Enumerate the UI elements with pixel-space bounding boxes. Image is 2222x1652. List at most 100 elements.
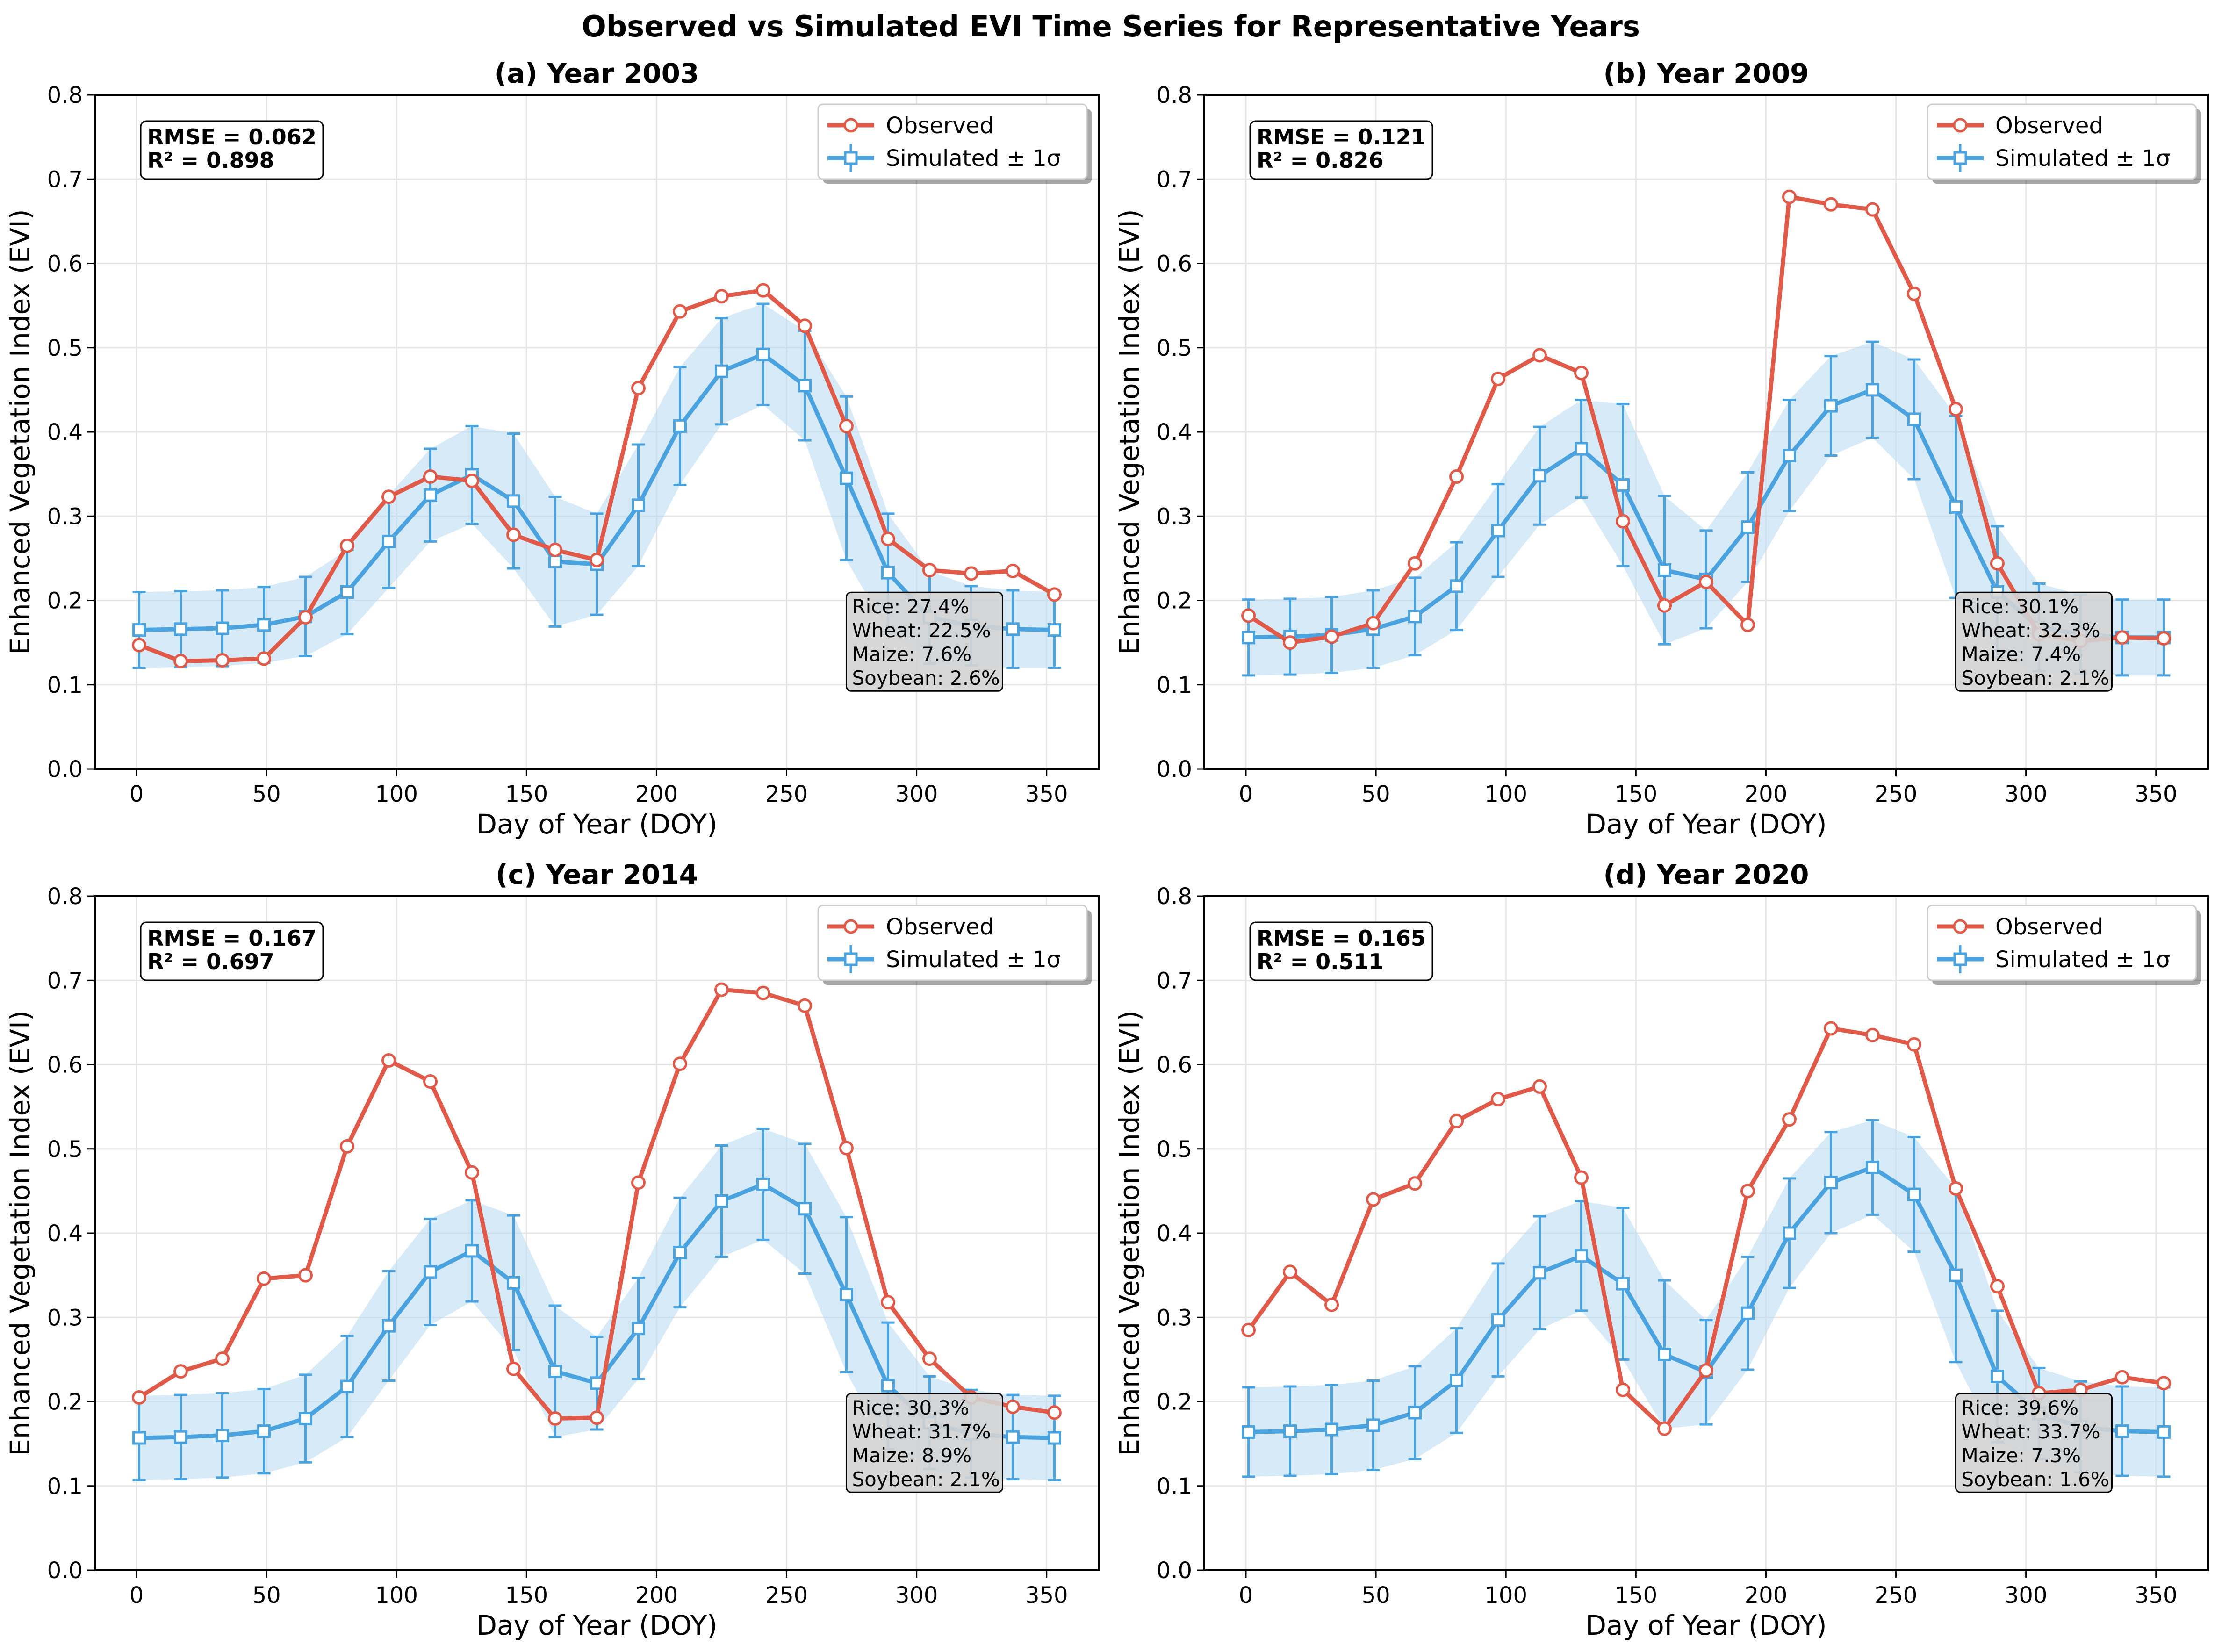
y-tick-label: 0.8 xyxy=(1157,82,1192,108)
crop-composition-label: Soybean: 2.6% xyxy=(852,667,1000,690)
figure-title: Observed vs Simulated EVI Time Series fo… xyxy=(582,9,1640,43)
observed-point xyxy=(1324,1297,1339,1312)
observed-point xyxy=(340,1139,355,1154)
y-tick-label: 0.5 xyxy=(47,1136,83,1163)
legend-simulated-label: Simulated ± 1σ xyxy=(1995,145,2170,172)
legend-simulated-label: Simulated ± 1σ xyxy=(886,947,1061,973)
x-tick-label: 150 xyxy=(505,781,548,807)
simulated-point xyxy=(548,1365,562,1379)
simulated-point xyxy=(132,1431,146,1445)
simulated-point xyxy=(299,1412,313,1426)
observed-point xyxy=(631,381,646,395)
y-tick-label: 0.3 xyxy=(47,503,83,530)
stats-box xyxy=(140,120,324,180)
y-tick-label: 0.0 xyxy=(1157,756,1192,783)
simulated-std-band xyxy=(1248,342,2164,675)
simulated-point xyxy=(382,1319,396,1333)
legend-observed-marker xyxy=(1953,118,1968,133)
y-tick-label: 0.3 xyxy=(47,1305,83,1331)
x-tick-label: 350 xyxy=(1025,1582,1068,1609)
y-tick-label: 0.3 xyxy=(1157,503,1192,530)
observed-point xyxy=(1699,575,1713,589)
observed-point xyxy=(2114,630,2129,645)
observed-point xyxy=(1408,556,1423,571)
simulated-point xyxy=(1658,563,1672,577)
observed-point xyxy=(590,1410,604,1425)
observed-point xyxy=(1906,1037,1921,1052)
y-tick-label: 0.4 xyxy=(1157,419,1192,445)
simulated-point xyxy=(548,555,562,569)
legend-box xyxy=(1927,103,2197,180)
x-tick-label: 250 xyxy=(765,1582,808,1609)
observed-point xyxy=(257,1271,272,1286)
crop-composition-label: Soybean: 2.1% xyxy=(1961,667,2109,690)
observed-point xyxy=(1532,348,1547,363)
observed-point xyxy=(1990,556,2005,571)
y-tick-label: 0.6 xyxy=(47,1052,83,1078)
observed-point xyxy=(381,489,396,504)
observed-point xyxy=(1823,197,1838,212)
simulated-point xyxy=(465,1244,479,1258)
simulated-point xyxy=(1990,1369,2004,1383)
x-tick-label: 350 xyxy=(2135,781,2178,807)
simulated-point xyxy=(1658,1348,1672,1362)
simulated-point xyxy=(1740,520,1755,534)
y-tick-label: 0.7 xyxy=(47,166,83,193)
simulated-std-band xyxy=(139,1128,1055,1480)
observed-point xyxy=(672,1056,687,1071)
legend-simulated-marker xyxy=(1953,952,1967,966)
simulated-point xyxy=(1047,623,1061,637)
observed-point xyxy=(964,566,978,581)
x-tick-label: 50 xyxy=(252,781,281,807)
legend-simulated-marker xyxy=(1953,151,1967,165)
observed-point xyxy=(1906,286,1921,301)
simulated-point xyxy=(1533,469,1547,483)
chart-panel: 0.0 0.1 0.2 0.3 0.4 0.5 0.6 0.7 0.8 0 50 100 150 200 2… xyxy=(4,859,1100,1641)
crop-composition-box xyxy=(845,591,1003,692)
observed-point xyxy=(1005,563,1020,578)
observed-point xyxy=(381,1053,396,1068)
observed-point xyxy=(1366,616,1381,631)
panels: 0.0 0.1 0.2 0.3 0.4 0.5 0.6 0.7 0.8 0 50 100 150 200 2… xyxy=(4,57,2209,1641)
y-axis-label: Enhanced Vegetation Index (EVI) xyxy=(1114,1010,1145,1456)
simulated-point xyxy=(1575,1249,1589,1263)
panel-title: (a) Year 2003 xyxy=(495,57,699,89)
observed-point xyxy=(1324,629,1339,644)
simulated-point xyxy=(1366,1418,1381,1432)
x-tick-label: 0 xyxy=(129,1582,144,1609)
simulated-point xyxy=(1242,1425,1256,1439)
plot-frame xyxy=(94,895,1100,1571)
x-tick-label: 100 xyxy=(375,781,418,807)
plot-frame xyxy=(1203,94,2209,770)
observed-point xyxy=(672,304,687,319)
simulated-point xyxy=(1491,524,1505,538)
simulated-point xyxy=(1782,1226,1796,1240)
legend-observed-marker xyxy=(843,919,858,934)
x-tick-label: 100 xyxy=(1484,1582,1527,1609)
legend-observed-label: Observed xyxy=(1995,914,2103,940)
observed-point xyxy=(1449,1113,1464,1128)
simulated-point xyxy=(881,1379,895,1393)
simulated-point xyxy=(1575,442,1589,456)
observed-point xyxy=(1865,202,1880,217)
stats-label: R² = 0.826 xyxy=(1257,148,1384,173)
plot-frame xyxy=(94,94,1100,770)
simulated-point xyxy=(340,585,354,599)
crop-composition-label: Rice: 39.6% xyxy=(1961,1396,2078,1419)
simulated-point xyxy=(1865,1160,1879,1174)
observed-point xyxy=(340,538,355,553)
panel-title: (b) Year 2009 xyxy=(1603,57,1809,89)
y-tick-label: 0.2 xyxy=(1157,588,1192,614)
x-tick-label: 50 xyxy=(252,1582,281,1609)
observed-point xyxy=(922,1351,937,1366)
crop-composition-label: Maize: 7.6% xyxy=(852,643,971,666)
crop-composition-label: Rice: 30.3% xyxy=(852,1396,969,1419)
legend-observed-marker xyxy=(843,118,858,133)
y-tick-label: 0.5 xyxy=(47,335,83,361)
crop-composition-label: Wheat: 32.3% xyxy=(1961,619,2100,642)
simulated-point xyxy=(1533,1266,1547,1280)
observed-point xyxy=(298,1268,313,1283)
x-tick-label: 200 xyxy=(1745,781,1788,807)
y-tick-label: 0.1 xyxy=(47,1473,83,1500)
